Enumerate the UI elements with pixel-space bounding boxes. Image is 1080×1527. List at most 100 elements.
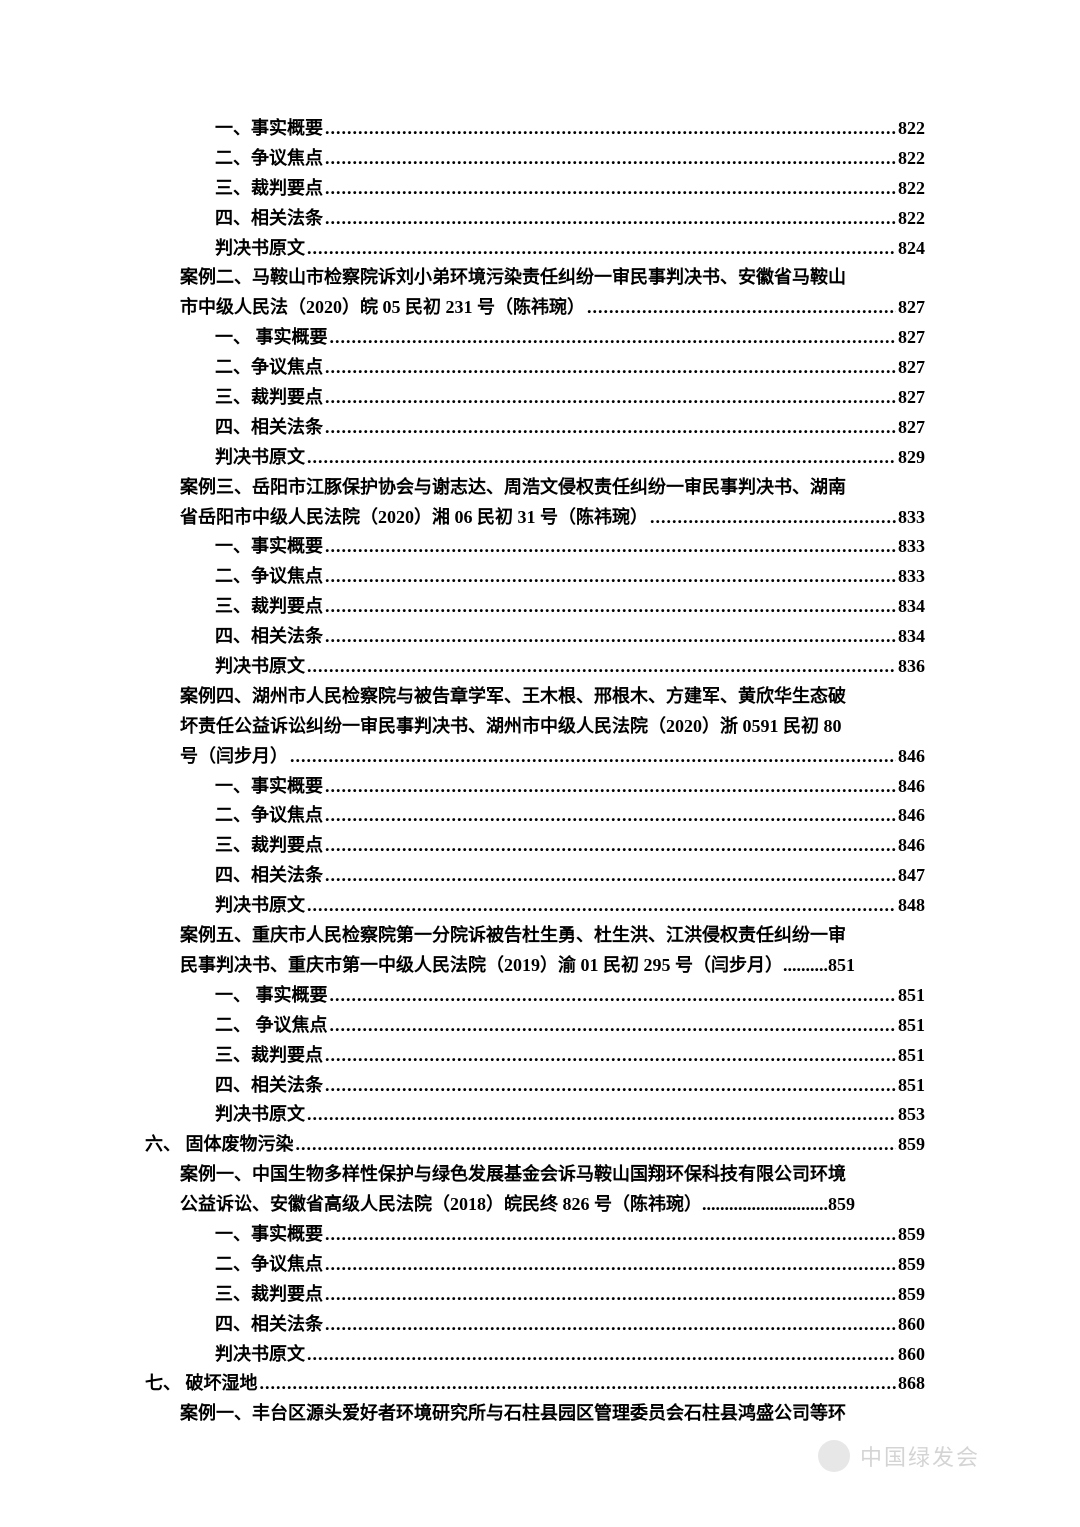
toc-page: 822 bbox=[898, 205, 925, 233]
toc-page: 851 bbox=[898, 982, 925, 1010]
toc-entry: 一、事实概要859 bbox=[145, 1221, 925, 1249]
toc-dots bbox=[325, 533, 896, 561]
toc-dots bbox=[325, 832, 896, 860]
toc-label: 一、 事实概要 bbox=[215, 982, 328, 1010]
toc-label: 六、 固体废物污染 bbox=[145, 1131, 294, 1159]
toc-page: 860 bbox=[898, 1311, 925, 1339]
toc-label: 判决书原文 bbox=[215, 1341, 305, 1369]
toc-label: 四、相关法条 bbox=[215, 205, 323, 233]
toc-entry: 二、 争议焦点851 bbox=[145, 1012, 925, 1040]
toc-dots bbox=[325, 802, 896, 830]
toc-page: 846 bbox=[898, 773, 925, 801]
toc-label: 判决书原文 bbox=[215, 1101, 305, 1129]
toc-label: 三、裁判要点 bbox=[215, 1281, 323, 1309]
toc-label: 判决书原文 bbox=[215, 235, 305, 263]
toc-page: 859 bbox=[898, 1281, 925, 1309]
toc-page: 822 bbox=[898, 175, 925, 203]
toc-dots bbox=[325, 593, 896, 621]
toc-dots bbox=[325, 384, 896, 412]
toc-label: 判决书原文 bbox=[215, 892, 305, 920]
toc-page: 827 bbox=[898, 294, 925, 322]
toc-page: 836 bbox=[898, 653, 925, 681]
toc-page: 859 bbox=[898, 1131, 925, 1159]
toc-label: 二、争议焦点 bbox=[215, 802, 323, 830]
toc-entry: 判决书原文 829 bbox=[145, 444, 925, 472]
toc-label: 三、裁判要点 bbox=[215, 1042, 323, 1070]
toc-entry: 四、相关法条847 bbox=[145, 862, 925, 890]
toc-entry: 二、争议焦点827 bbox=[145, 354, 925, 382]
toc-entry: 二、争议焦点 859 bbox=[145, 1251, 925, 1279]
toc-page: 822 bbox=[898, 145, 925, 173]
toc-dots bbox=[325, 623, 896, 651]
toc-dots bbox=[307, 235, 896, 263]
toc-label: 三、裁判要点 bbox=[215, 832, 323, 860]
toc-label: 省岳阳市中级人民法院（2020）湘 06 民初 31 号（陈祎琬） bbox=[180, 504, 648, 532]
toc-page: 829 bbox=[898, 444, 925, 472]
toc-dots bbox=[325, 354, 896, 382]
toc-page: 851 bbox=[898, 1012, 925, 1040]
toc-entry: 三、裁判要点834 bbox=[145, 593, 925, 621]
toc-entry: 判决书原文 836 bbox=[145, 653, 925, 681]
toc-entry: 一、事实概要833 bbox=[145, 533, 925, 561]
toc-dots bbox=[587, 294, 896, 322]
toc-dots bbox=[325, 1281, 896, 1309]
toc-page: 860 bbox=[898, 1341, 925, 1369]
toc-label: 一、事实概要 bbox=[215, 115, 323, 143]
toc-dots bbox=[325, 414, 896, 442]
toc-label: 公益诉讼、安徽省高级人民法院（2018）皖民终 826 号（陈祎琬） bbox=[180, 1191, 702, 1219]
toc-entry: 三、裁判要点 846 bbox=[145, 832, 925, 860]
toc-entry: 三、裁判要点 859 bbox=[145, 1281, 925, 1309]
toc-dots bbox=[325, 175, 896, 203]
toc-entry: 一、事实概要 822 bbox=[145, 115, 925, 143]
toc-label: 号（闫步月） bbox=[180, 743, 288, 771]
toc-dots bbox=[325, 773, 896, 801]
toc-page: 822 bbox=[898, 115, 925, 143]
toc-page: 834 bbox=[898, 593, 925, 621]
toc-label: 一、事实概要 bbox=[215, 773, 323, 801]
watermark-text: 中国绿发会 bbox=[860, 1440, 980, 1472]
toc-label: 市中级人民法（2020）皖 05 民初 231 号（陈祎琬） bbox=[180, 294, 585, 322]
wechat-icon bbox=[818, 1440, 850, 1472]
toc-label: 一、事实概要 bbox=[215, 1221, 323, 1249]
toc-page: 827 bbox=[898, 324, 925, 352]
toc-label: 判决书原文 bbox=[215, 653, 305, 681]
toc-entry: 四、相关法条 851 bbox=[145, 1072, 925, 1100]
toc-page: 859 bbox=[828, 1191, 855, 1219]
toc-label: 四、相关法条 bbox=[215, 1311, 323, 1339]
toc-dots bbox=[330, 324, 897, 352]
toc-page: 833 bbox=[898, 563, 925, 591]
toc-dots bbox=[325, 1221, 896, 1249]
toc-page: 859 bbox=[898, 1251, 925, 1279]
toc-page: 851 bbox=[898, 1042, 925, 1070]
toc-sep: .......... bbox=[783, 952, 828, 980]
toc-label: 四、相关法条 bbox=[215, 1072, 323, 1100]
toc-dots bbox=[325, 1072, 896, 1100]
toc-entry-wrap: 案例五、重庆市人民检察院第一分院诉被告杜生勇、杜生洪、江洪侵权责任纠纷一审 bbox=[145, 922, 925, 950]
toc-entry: 一、 事实概要 851 bbox=[145, 982, 925, 1010]
table-of-contents: 一、事实概要 822 二、争议焦点 822 三、裁判要点 822 四、相关法条 822 判决书原… bbox=[145, 115, 925, 1428]
toc-dots bbox=[325, 1251, 896, 1279]
toc-page: 846 bbox=[898, 802, 925, 830]
toc-dots bbox=[330, 982, 897, 1010]
toc-page: 868 bbox=[898, 1370, 925, 1398]
toc-dots bbox=[325, 145, 896, 173]
toc-dots bbox=[325, 862, 896, 890]
toc-page: 846 bbox=[898, 832, 925, 860]
toc-dots bbox=[260, 1370, 897, 1398]
toc-label: 二、争议焦点 bbox=[215, 563, 323, 591]
toc-label: 三、裁判要点 bbox=[215, 175, 323, 203]
toc-label: 七、 破坏湿地 bbox=[145, 1370, 258, 1398]
toc-label: 二、争议焦点 bbox=[215, 1251, 323, 1279]
toc-dots bbox=[650, 504, 896, 532]
toc-dots bbox=[325, 563, 896, 591]
toc-label: 判决书原文 bbox=[215, 444, 305, 472]
toc-label: 民事判决书、重庆市第一中级人民法院（2019）渝 01 民初 295 号（闫步月… bbox=[180, 952, 783, 980]
toc-page: 851 bbox=[898, 1072, 925, 1100]
toc-label: 一、 事实概要 bbox=[215, 324, 328, 352]
toc-dots bbox=[296, 1131, 897, 1159]
toc-entry-partial: 案例一、丰台区源头爱好者环境研究所与石柱县园区管理委员会石柱县鸿盛公司等环 bbox=[145, 1400, 925, 1428]
toc-page: 834 bbox=[898, 623, 925, 651]
toc-entry: 四、相关法条 860 bbox=[145, 1311, 925, 1339]
toc-dots bbox=[290, 743, 896, 771]
toc-label: 四、相关法条 bbox=[215, 862, 323, 890]
